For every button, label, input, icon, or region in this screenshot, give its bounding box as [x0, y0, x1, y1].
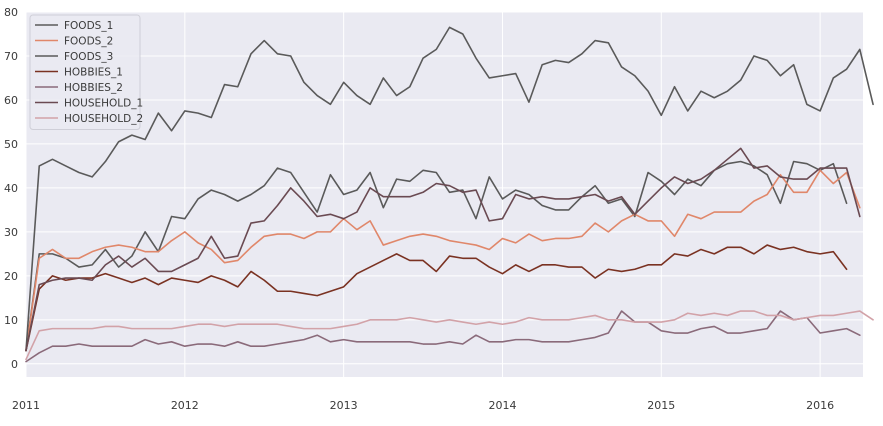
legend-label: HOUSEHOLD_2 — [64, 113, 143, 125]
y-tick-label: 50 — [4, 138, 18, 151]
y-tick-label: 40 — [4, 182, 18, 195]
x-tick-label: 2014 — [488, 399, 516, 412]
x-tick-label: 2016 — [806, 399, 834, 412]
legend-label: FOODS_2 — [64, 36, 113, 48]
legend-label: FOODS_3 — [64, 51, 113, 63]
y-axis: 0 10 20 30 40 50 60 70 80 — [4, 6, 18, 371]
y-tick-label: 0 — [11, 358, 18, 371]
series-line-household_1 — [25, 147, 861, 352]
x-tick-label: 2011 — [12, 399, 40, 412]
series-line-foods_1 — [25, 160, 848, 352]
plot-background — [26, 12, 863, 377]
series-lines — [25, 26, 874, 363]
y-tick-label: 30 — [4, 226, 18, 239]
x-tick-label: 2013 — [330, 399, 358, 412]
legend-box — [29, 14, 141, 130]
y-tick-label: 10 — [4, 314, 18, 327]
y-tick-label: 70 — [4, 50, 18, 63]
legend-label: HOUSEHOLD_1 — [64, 98, 143, 110]
x-tick-label: 2012 — [171, 399, 199, 412]
grid — [25, 11, 863, 377]
legend: FOODS_1 FOODS_2 FOODS_3 HOBBIES_1 HOBBIES_2 H… — [29, 14, 143, 130]
legend-label: FOODS_1 — [64, 20, 113, 32]
legend-label: HOBBIES_1 — [64, 67, 123, 79]
y-tick-label: 60 — [4, 94, 18, 107]
series-line-foods_3 — [25, 26, 874, 352]
series-line-hobbies_1 — [25, 244, 848, 352]
y-tick-label: 20 — [4, 270, 18, 283]
legend-label: HOBBIES_2 — [64, 82, 123, 94]
series-line-foods_2 — [25, 169, 861, 352]
series-line-hobbies_2 — [25, 310, 861, 363]
x-axis: 2011 2012 2013 2014 2015 2016 — [12, 399, 834, 412]
x-tick-label: 2015 — [647, 399, 675, 412]
series-line-household_2 — [25, 310, 874, 361]
y-tick-label: 80 — [4, 6, 18, 19]
